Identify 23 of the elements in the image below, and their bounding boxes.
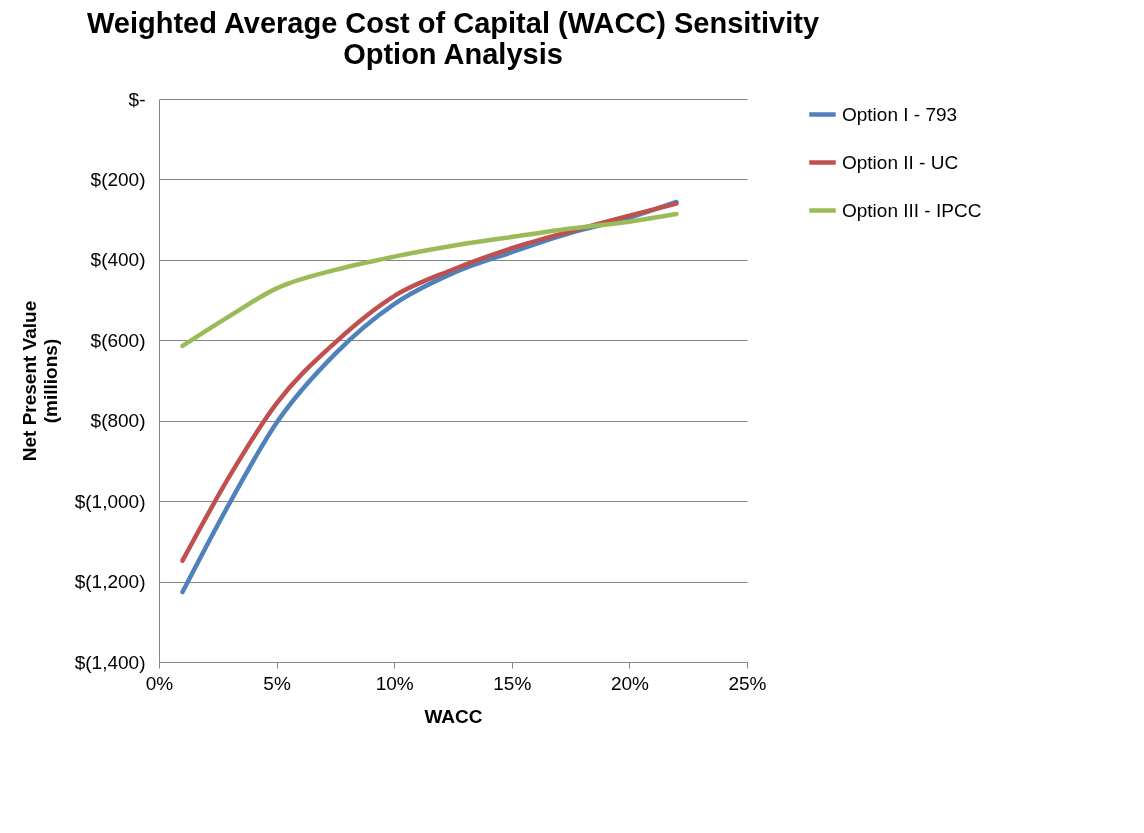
x-tick-label: 5% xyxy=(263,672,291,694)
y-tick-label: $(200) xyxy=(90,168,146,190)
legend-label: Option I - 793 xyxy=(842,103,958,125)
x-tick-label: 20% xyxy=(610,672,650,694)
y-tick-label: $(400) xyxy=(90,249,146,271)
y-tick-label: $(1,400) xyxy=(74,651,146,673)
line-series xyxy=(180,211,679,349)
x-axis-title: WACC xyxy=(424,705,483,727)
legend-label: Option III - IPCC xyxy=(842,199,982,221)
x-tick-label: 10% xyxy=(375,672,414,694)
y-tick-label: $- xyxy=(128,88,146,110)
text: Option Analysis xyxy=(343,38,563,70)
y-tick-label: $(1,000) xyxy=(74,490,146,512)
y-tick-label: $(800) xyxy=(90,410,146,432)
x-tick-label: 0% xyxy=(145,672,174,694)
y-tick-label: $(600) xyxy=(90,329,146,351)
legend-label: Option II - UC xyxy=(842,151,959,173)
text: Net Present Value xyxy=(18,300,40,462)
y-tick-label: $(1,200) xyxy=(74,571,146,593)
text: (millions) xyxy=(39,338,61,424)
x-tick-label: 15% xyxy=(493,672,532,694)
text: Weighted Average Cost of Capital (WACC) Sensitivity xyxy=(86,7,820,39)
x-tick-label: 25% xyxy=(728,672,767,694)
